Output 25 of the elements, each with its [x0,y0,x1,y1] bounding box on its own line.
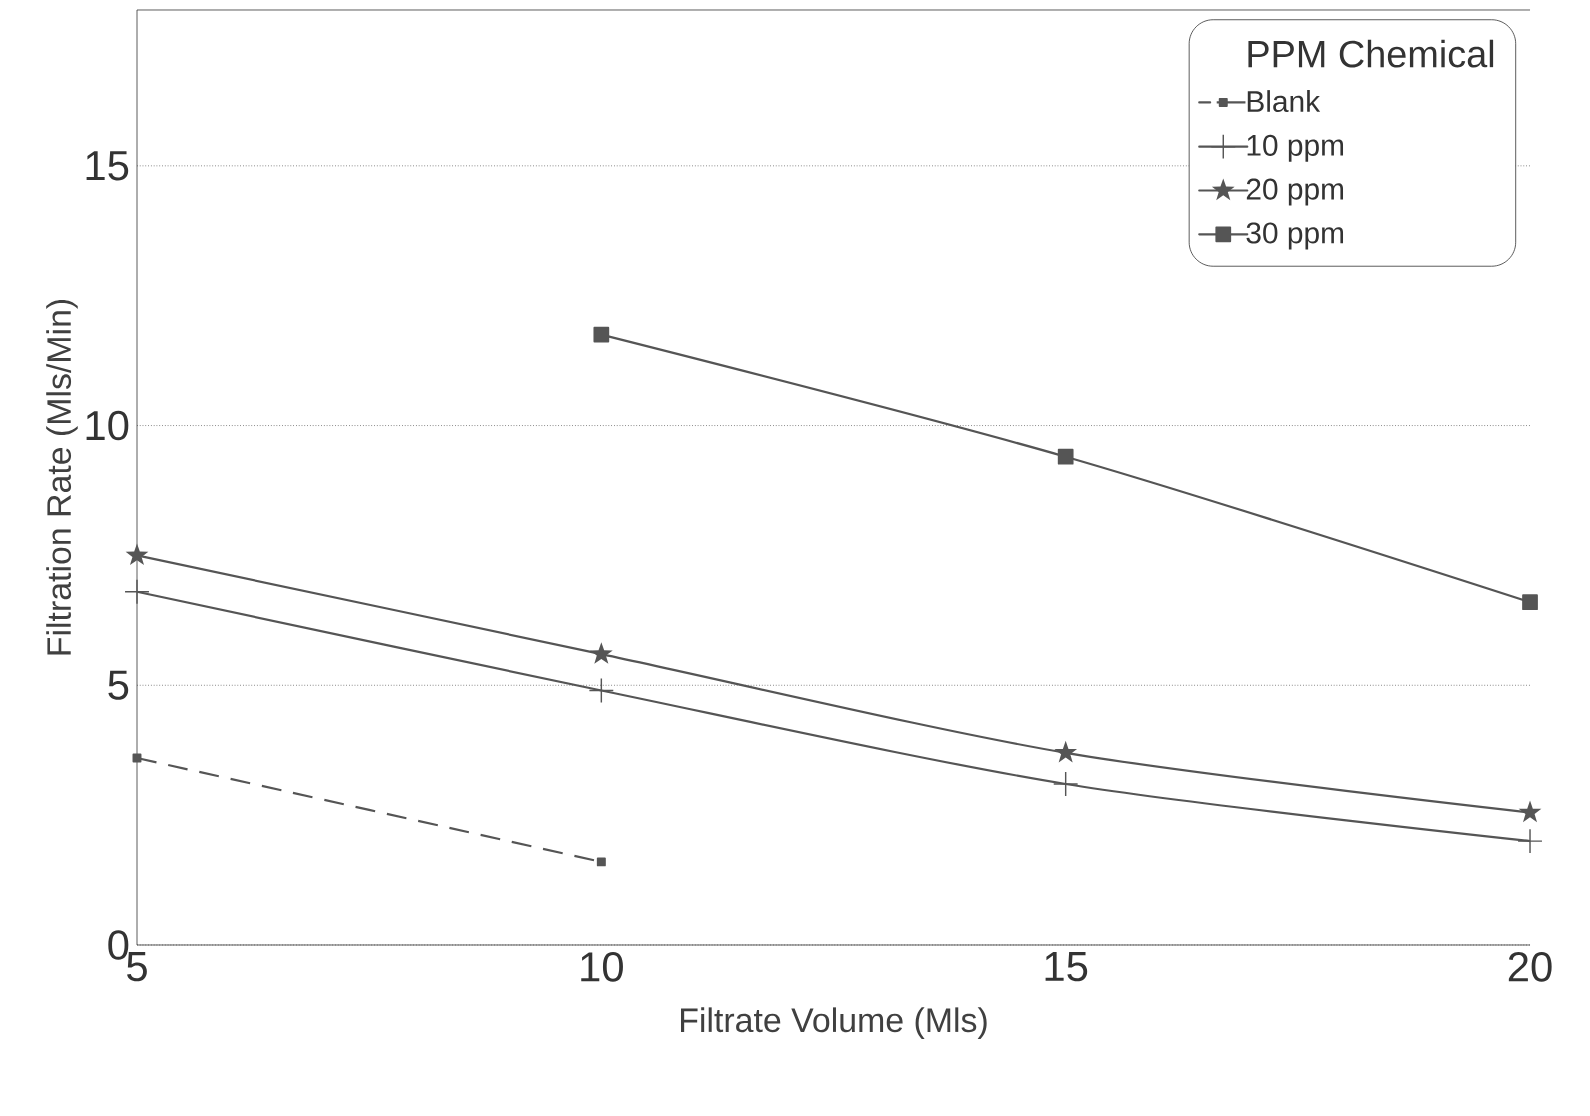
x-tick-label: 20 [1508,952,1552,982]
x-axis-title: Filtrate Volume (Mls) [681,1007,987,1039]
legend-label: 30 ppm [1246,222,1344,250]
point [1522,594,1538,611]
point [593,326,610,343]
point [1054,740,1078,763]
y-axis-title: Filtration Rate (Mls/Min) [46,299,78,655]
point [589,642,613,664]
point [1518,800,1542,823]
point [125,579,149,604]
point [596,857,606,867]
legend-title: PPM Chemical [1248,39,1494,68]
legend-label: 20 ppm [1246,178,1344,206]
point [1518,829,1542,854]
y-tick-label: 5 [108,670,129,700]
x-tick-label: 10 [581,952,623,982]
point [1053,772,1078,796]
legend-label: Blank [1247,90,1321,113]
point [125,543,149,566]
legend-label: 10 ppm [1247,134,1344,162]
x-tick-label: 15 [1045,952,1088,982]
point [1057,448,1074,465]
y-tick-label: 0 [108,930,129,960]
y-tick-label: 10 [86,410,129,441]
y-tick-label: 15 [86,151,129,181]
